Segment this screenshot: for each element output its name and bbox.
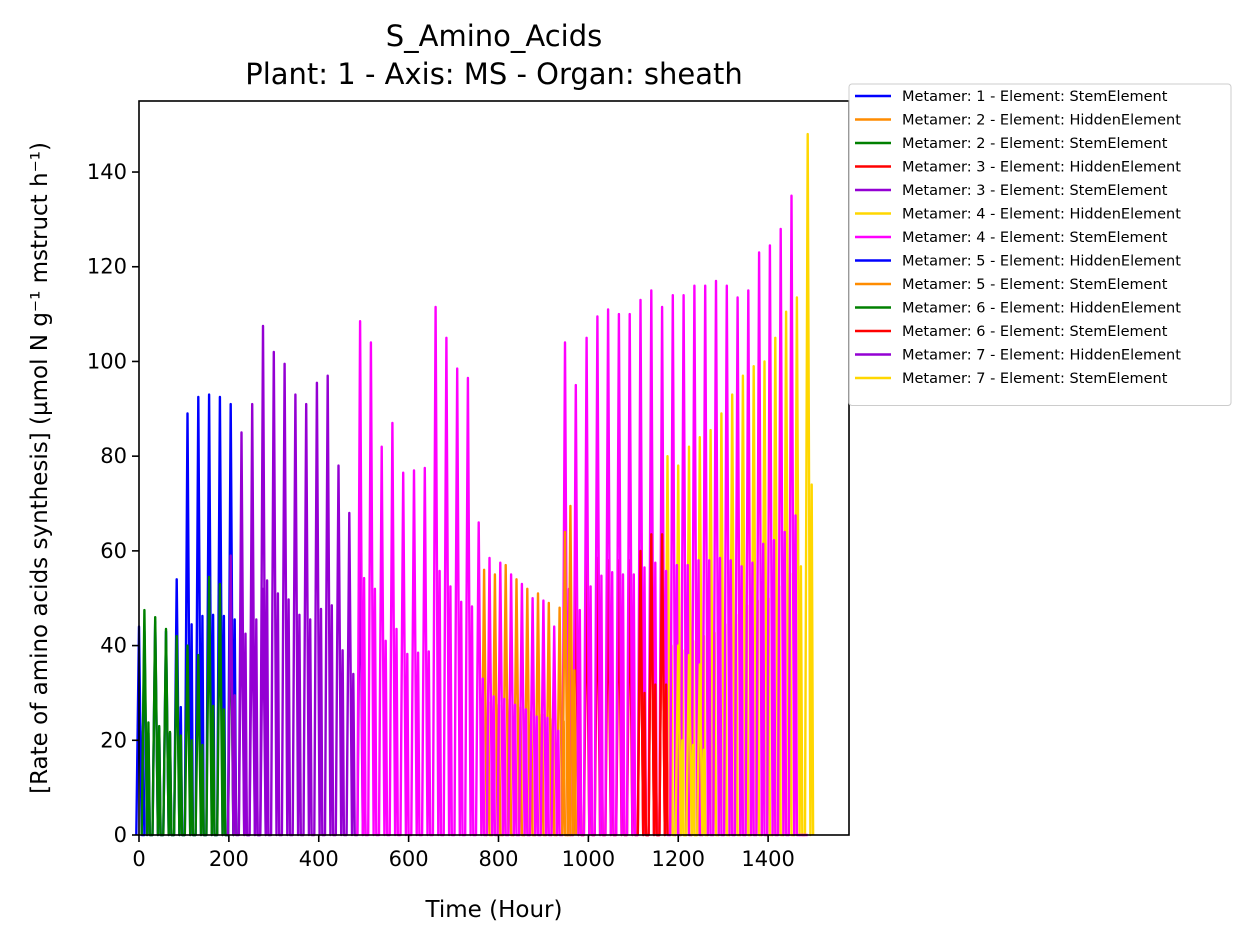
legend-label: Metamer: 2 - Element: StemElement bbox=[902, 136, 1168, 152]
legend-box bbox=[848, 83, 1232, 406]
x-tick-label: 1400 bbox=[741, 847, 794, 871]
y-tick-label: 0 bbox=[114, 823, 127, 847]
axes bbox=[138, 100, 850, 836]
y-tick-label: 140 bbox=[87, 160, 127, 184]
legend-label: Metamer: 5 - Element: HiddenElement bbox=[902, 254, 1181, 270]
legend-label: Metamer: 3 - Element: StemElement bbox=[902, 183, 1168, 199]
legend-label: Metamer: 7 - Element: StemElement bbox=[902, 371, 1168, 387]
legend-label: Metamer: 5 - Element: StemElement bbox=[902, 277, 1168, 293]
legend-label: Metamer: 1 - Element: StemElement bbox=[902, 89, 1168, 105]
chart-subtitle: Plant: 1 - Axis: MS - Organ: sheath bbox=[245, 57, 743, 91]
x-tick-label: 400 bbox=[299, 847, 339, 871]
x-tick-label: 600 bbox=[389, 847, 429, 871]
x-tick-label: 0 bbox=[132, 847, 145, 871]
y-tick-label: 40 bbox=[100, 634, 127, 658]
legend-label: Metamer: 6 - Element: HiddenElement bbox=[902, 301, 1181, 317]
legend-label: Metamer: 6 - Element: StemElement bbox=[902, 324, 1168, 340]
x-ticks: 0 200 400 600 800 1000 1200 1400 bbox=[132, 835, 795, 871]
legend-label: Metamer: 4 - Element: StemElement bbox=[902, 230, 1168, 246]
y-tick-label: 60 bbox=[100, 539, 127, 563]
x-axis-label: Time (Hour) bbox=[425, 897, 563, 923]
x-tick-label: 1000 bbox=[562, 847, 615, 871]
y-tick-label: 80 bbox=[100, 444, 127, 468]
y-axis-label: [Rate of amino acids synthesis] (µmol N … bbox=[27, 142, 53, 794]
legend: Metamer: 1 - Element: StemElement Metamer… bbox=[848, 83, 1232, 406]
legend-label: Metamer: 2 - Element: HiddenElement bbox=[902, 113, 1181, 129]
legend-label: Metamer: 3 - Element: HiddenElement bbox=[902, 160, 1181, 176]
chart-title: S_Amino_Acids bbox=[386, 19, 603, 53]
x-tick-label: 1200 bbox=[652, 847, 705, 871]
y-ticks: 0 20 40 60 80 100 120 140 bbox=[87, 160, 139, 847]
legend-label: Metamer: 7 - Element: HiddenElement bbox=[902, 348, 1181, 364]
y-tick-label: 20 bbox=[100, 728, 127, 752]
y-tick-label: 120 bbox=[87, 255, 127, 279]
plot-frame bbox=[138, 100, 850, 836]
legend-label: Metamer: 4 - Element: HiddenElement bbox=[902, 207, 1181, 223]
y-tick-label: 100 bbox=[87, 349, 127, 373]
x-tick-label: 200 bbox=[209, 847, 249, 871]
x-tick-label: 800 bbox=[478, 847, 518, 871]
